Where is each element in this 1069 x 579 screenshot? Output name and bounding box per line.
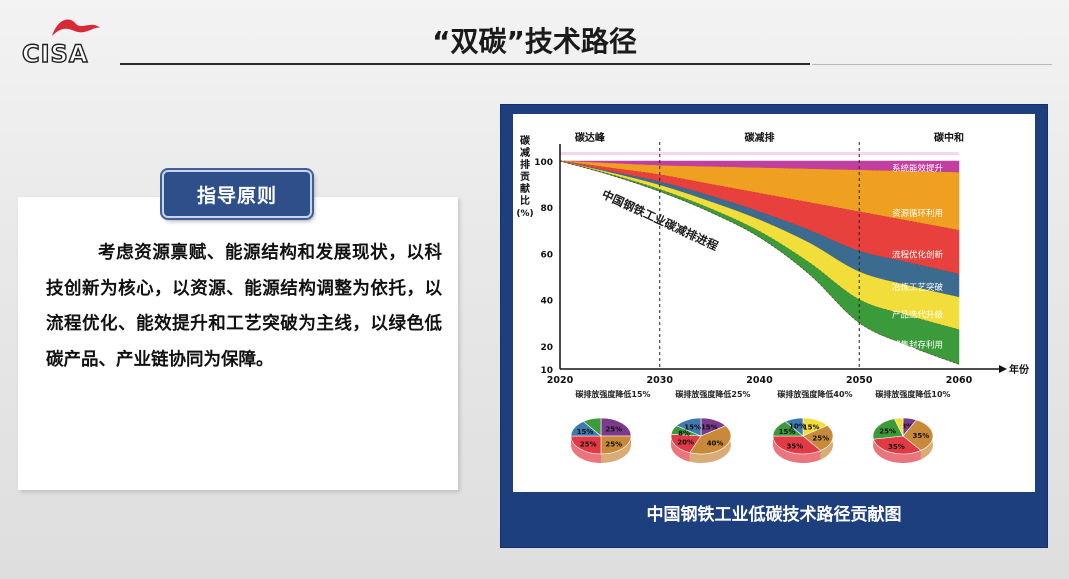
pie-3-label-2: 25% (812, 435, 829, 443)
pie-1-label-2: 25% (605, 441, 622, 449)
cisa-logo: CISA (21, 14, 112, 70)
pie-1-slice-1 (600, 417, 632, 437)
pie-1-label-4: 15% (577, 428, 594, 436)
x-tick-label: 2030 (647, 375, 674, 386)
y-tick-label: 60 (540, 250, 553, 260)
logo-swoosh-icon (52, 19, 100, 36)
phase-label-2: 碳减排 (745, 131, 775, 144)
principle-panel (18, 197, 458, 490)
pie-4-label-3: 35% (888, 443, 905, 451)
logo-text: CISA (21, 39, 89, 68)
pie-1-slice-5 (582, 417, 602, 437)
pie-3-label-3: 35% (786, 443, 803, 451)
title-divider-faint (812, 64, 1052, 65)
pie-1-slice-2 (600, 435, 632, 455)
pie-2-slice-2 (689, 425, 732, 455)
pie-2-label-2: 40% (707, 440, 724, 448)
y-label-char: 排 (520, 158, 530, 171)
pie-3-label-1: 15% (803, 423, 820, 431)
y-label-char: 献 (520, 182, 530, 195)
pie-2-label-3: 20% (677, 439, 694, 447)
chart-svg: 系统能效提升资源循环利用流程优化创新冶炼工艺突破产品迭代升级捕集封存利用碳达峰碳… (516, 131, 1030, 463)
pie-2-side-3 (671, 434, 690, 462)
series-label-1: 系统能效提升 (892, 163, 944, 174)
pie-3-label-4: 15% (779, 428, 796, 436)
x-axis-label: 年份 (1009, 363, 1030, 376)
y-label-unit: (%) (516, 209, 533, 219)
pie-4-slice-4 (872, 418, 904, 440)
principle-body: 考虑资源禀赋、能源结构和发展现状，以科技创新为核心，以资源、能源结构调整为依托，… (46, 243, 442, 370)
x-tick-label: 2040 (746, 375, 773, 386)
x-tick-label: 2060 (946, 375, 973, 386)
pie-4-slice-2 (902, 419, 934, 451)
intensity-label-4: 碳排放强度降低10% (875, 389, 950, 399)
pie-4-label-1: 8% (901, 422, 913, 430)
series-label-4: 冶炼工艺突破 (892, 282, 944, 293)
pie-3-slice-5 (784, 417, 804, 437)
pie-2-label-5: 15% (684, 423, 701, 431)
intensity-label-2: 碳排放强度降低25% (675, 389, 750, 399)
area-boundary-6 (559, 160, 960, 365)
title-divider (120, 63, 810, 65)
pie-4-label-2: 35% (913, 432, 930, 440)
y-label-char: 比 (520, 194, 530, 207)
plot-top-band (560, 152, 959, 155)
series-label-6: 捕集封存利用 (892, 340, 943, 351)
pie-2-label-4: 8% (678, 429, 690, 437)
y-tick-label: 80 (540, 204, 553, 214)
pie-2-slice-5 (675, 417, 702, 437)
pie-4-side-3 (873, 439, 921, 463)
pie-4-slice-3 (873, 435, 922, 455)
pie-1-label-3: 25% (580, 441, 597, 449)
pie-2-side-2 (689, 425, 731, 463)
series-label-3: 流程优化创新 (892, 249, 944, 260)
pie-1-side-2 (601, 436, 631, 463)
chart-area: 系统能效提升 资源循环利用 流程优化创新 冶炼工艺突破 产品迭代升级 捕集封存利用 碳达峰碳… (513, 114, 1035, 492)
x-tick-label: 2050 (846, 375, 873, 386)
principle-heading: 指导原则 (162, 170, 312, 218)
intensity-label-3: 碳排放强度降低40% (777, 389, 852, 399)
series-label-5: 产品迭代升级 (892, 310, 944, 321)
y-label-char: 碳 (520, 134, 531, 147)
y-tick-label: 20 (540, 343, 553, 353)
x-axis-arrow-icon (999, 365, 1007, 373)
intensity-label-1: 碳排放强度降低15% (575, 389, 650, 399)
y-label-char: 贡 (520, 171, 530, 183)
pie-3-side-3 (773, 436, 821, 463)
pie-1-side-3 (571, 436, 601, 463)
y-tick-label: 40 (540, 297, 553, 307)
pie-1-label-1: 25% (605, 425, 622, 433)
y-tick-label: 10 (540, 366, 553, 376)
y-tick-label: 100 (534, 158, 553, 168)
pie-4-slice-5 (893, 417, 904, 437)
chart-caption: 中国钢铁工业低碳技术路径贡献图 (646, 505, 902, 525)
page-title: “双碳”技术路径 (432, 25, 637, 58)
pie-2-label-1: 15% (701, 423, 718, 431)
y-label-char: 减 (520, 146, 530, 159)
x-tick-label: 2020 (547, 375, 574, 386)
pie-1-slice-3 (570, 435, 602, 455)
pie-3-label-5: 10% (789, 423, 806, 431)
pie-4-label-4: 25% (879, 427, 896, 435)
pie-3-slice-3 (772, 435, 822, 455)
series-label-2: 资源循环利用 (892, 208, 943, 219)
phase-label-1: 碳达峰 (575, 131, 606, 144)
pie-2-slice-3 (670, 433, 702, 454)
phase-label-3: 碳中和 (934, 131, 964, 144)
pie-3-slice-2 (802, 425, 834, 451)
